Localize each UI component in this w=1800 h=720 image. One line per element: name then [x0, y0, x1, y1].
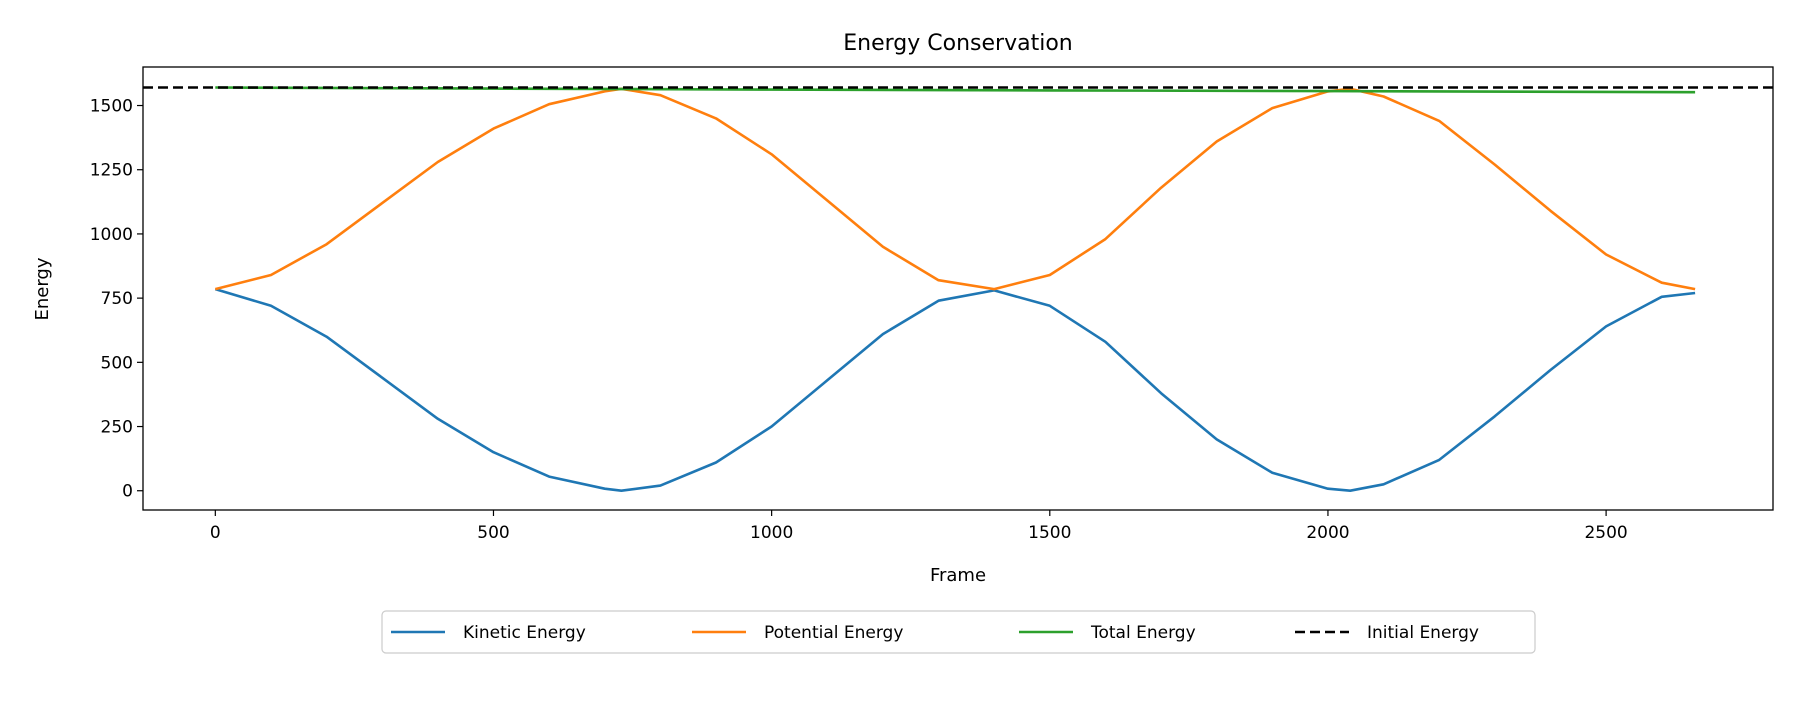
x-axis-label: Frame — [930, 565, 986, 586]
legend-label-2: Total Energy — [1090, 623, 1196, 643]
y-tick-label: 1500 — [90, 97, 133, 117]
x-tick-label: 500 — [477, 523, 509, 543]
x-tick-label: 2500 — [1584, 523, 1627, 543]
y-tick-label: 1250 — [90, 161, 133, 181]
y-tick-label: 500 — [101, 353, 133, 373]
series-line-0 — [214, 287, 1696, 493]
y-tick-label: 250 — [101, 418, 133, 438]
y-axis: 0 250 500 750 1000 1250 1500 — [90, 97, 143, 502]
x-tick-label: 1500 — [1028, 523, 1071, 543]
legend-label-1: Potential Energy — [764, 623, 903, 643]
chart-title: Energy Conservation — [843, 31, 1072, 56]
y-tick-label: 750 — [101, 289, 133, 309]
series-line-1 — [214, 87, 1696, 291]
plot-lines — [143, 86, 1773, 493]
x-tick-label: 1000 — [750, 523, 793, 543]
x-axis: 0 500 1000 1500 2000 2500 — [210, 510, 1628, 543]
legend-box — [381, 610, 1536, 654]
y-tick-label: 0 — [122, 482, 133, 502]
legend-label-0: Kinetic Energy — [463, 623, 586, 643]
y-tick-label: 1000 — [90, 225, 133, 245]
x-tick-label: 2000 — [1306, 523, 1349, 543]
legend-label-3: Initial Energy — [1367, 623, 1479, 643]
legend: Kinetic Energy Potential Energy Total Ener… — [381, 610, 1536, 654]
y-axis-label: Energy — [32, 257, 53, 320]
plot-frame — [142, 66, 1774, 511]
x-tick-label: 0 — [210, 523, 221, 543]
